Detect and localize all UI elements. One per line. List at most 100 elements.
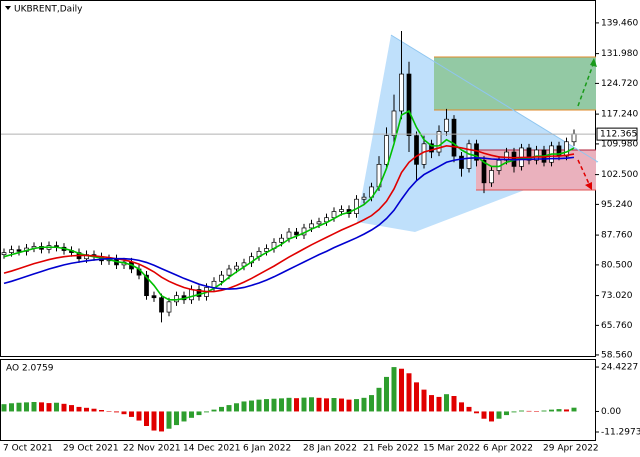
ao-bar (451, 396, 457, 412)
y-tick-label: 80.500 (601, 260, 633, 270)
candle-body (279, 237, 284, 243)
ao-bar (511, 411, 517, 413)
candle-body (406, 73, 412, 136)
moving-average (3, 145, 575, 293)
y-tick-label: 139.460 (601, 18, 638, 28)
candle-body (219, 274, 224, 282)
y-tick-label: 87.760 (601, 231, 633, 241)
candle-body (309, 223, 314, 229)
candle-body (196, 289, 202, 297)
ao-bar (534, 411, 539, 412)
ao-bar (204, 411, 209, 413)
x-tick-label: 7 Oct 2021 (3, 444, 53, 454)
trend-line (390, 34, 599, 163)
ao-bar (526, 410, 532, 412)
ao-bar (466, 406, 472, 412)
ao-bar (31, 402, 37, 412)
x-tick-label: 15 Mar 2022 (423, 444, 480, 454)
y-tick-label: -11.2973 (601, 427, 640, 437)
candle-body (16, 249, 22, 252)
candle-body (361, 196, 367, 200)
ao-bar (384, 376, 389, 412)
ao-bar (129, 411, 134, 417)
menu-arrow[interactable] (5, 6, 11, 10)
candle-body (286, 231, 292, 239)
arrow-up (577, 61, 595, 107)
ao-bar (301, 397, 307, 412)
candle-body (391, 110, 397, 136)
ao-bar (151, 411, 157, 431)
ao-bar (249, 400, 254, 412)
chart-title: UKBRENT,Daily (14, 5, 83, 15)
ao-bar (361, 397, 367, 412)
ao-bar (316, 397, 322, 412)
candle-body (354, 198, 359, 214)
ao-bar (174, 411, 179, 426)
candle-body (166, 301, 172, 313)
ao-bar (519, 410, 524, 412)
candle-body (444, 118, 449, 132)
ao-bar (256, 399, 262, 412)
drawings (357, 34, 599, 232)
ao-bar (1, 404, 7, 412)
ao-bar (399, 368, 404, 412)
candle-body (534, 149, 539, 161)
ao-bar (114, 411, 119, 413)
ao-bar (264, 399, 269, 412)
ao-bar (69, 405, 74, 412)
y-tick-label: 95.240 (601, 200, 633, 210)
ao-bar (421, 389, 427, 412)
candle-body (399, 73, 404, 112)
candle-body (339, 209, 344, 212)
ao-bar (414, 382, 419, 412)
ao-bar (76, 406, 82, 412)
candle-body (294, 231, 299, 236)
arrow-down (577, 159, 591, 187)
candle-body (189, 289, 194, 301)
candle-body (151, 295, 157, 299)
ao-bar (16, 402, 22, 412)
candle-body (526, 147, 532, 161)
ao-bar (436, 396, 442, 412)
x-tick-label: 28 Jan 2022 (303, 444, 357, 454)
ao-bar (406, 373, 412, 412)
ao-bar (481, 411, 487, 419)
candle-body (159, 297, 164, 313)
ao-bar (166, 411, 172, 429)
ao-bar (9, 403, 14, 412)
ao-bar (181, 411, 187, 422)
candle-body (421, 143, 427, 165)
ao-bar (549, 409, 554, 412)
x-tick-label: 14 Dec 2021 (183, 444, 241, 454)
ao-bar (474, 411, 479, 414)
current-price-label: 112.365 (600, 130, 637, 140)
ao-bar (99, 410, 104, 412)
candle-body (331, 211, 337, 219)
target-zone (434, 57, 596, 110)
ao-bar (346, 399, 352, 412)
x-tick-label: 22 Nov 2021 (123, 444, 181, 454)
ao-bar (429, 395, 434, 412)
ao-bar (39, 402, 44, 412)
candle-body (414, 135, 419, 165)
candle-body (316, 221, 322, 225)
arrow-head (590, 58, 597, 67)
y-tick-label: 117.240 (601, 110, 638, 120)
price-tag (596, 127, 638, 141)
candle-body (451, 118, 457, 157)
y-tick-label: 0.00 (601, 407, 621, 417)
ao-bar (541, 410, 547, 412)
x-tick-label: 29 Oct 2021 (63, 444, 119, 454)
ao-bar (286, 397, 292, 412)
arrow-head (585, 182, 592, 190)
ao-bar (354, 399, 359, 412)
y-tick-label: 65.760 (601, 321, 633, 331)
ao-bar (234, 403, 239, 412)
ao-bar (91, 408, 97, 412)
ao-bar (504, 411, 509, 416)
ao-bar (459, 402, 464, 412)
ao-bar (331, 398, 337, 412)
y-tick-label: 58.560 (601, 350, 633, 360)
candle-body (384, 135, 389, 165)
